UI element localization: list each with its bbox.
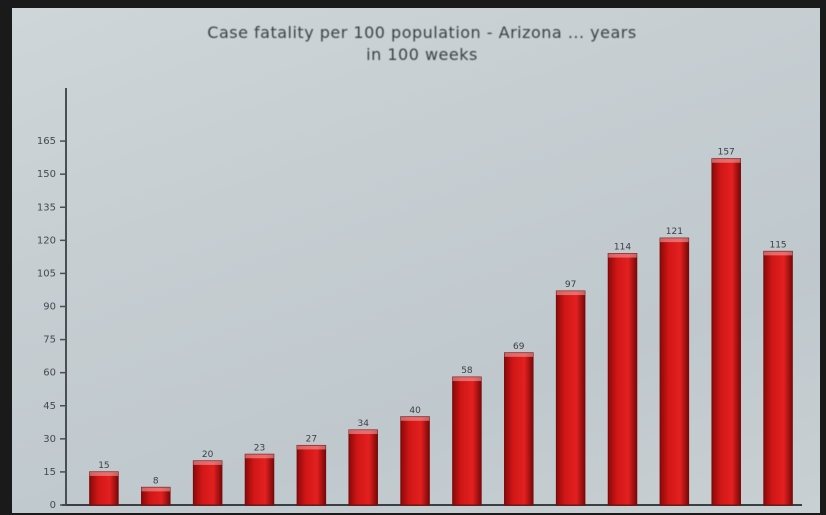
value-label: 8 [153, 476, 159, 486]
bar-cap-8 [452, 377, 482, 382]
bar-1 [89, 471, 119, 506]
bar-cap-5 [297, 445, 326, 450]
y-tick-label: 60 [43, 368, 56, 379]
value-label: 40 [409, 406, 421, 416]
bar-9 [504, 352, 534, 506]
value-label: 115 [769, 240, 786, 250]
bar-7 [400, 416, 430, 506]
bar-12 [659, 237, 690, 506]
bar-4 [244, 453, 275, 506]
bar-cap-12 [660, 238, 689, 243]
y-tick-label: 15 [43, 467, 56, 478]
bar-cap-14 [763, 251, 793, 256]
value-label: 15 [98, 461, 109, 471]
y-tick-label: 150 [37, 169, 56, 180]
bar-cap-11 [608, 253, 637, 258]
bar-11 [607, 253, 638, 506]
bar-13 [711, 158, 741, 506]
bar-3 [192, 460, 223, 506]
bar-cap-13 [711, 158, 741, 163]
y-tick-label: 90 [43, 302, 56, 313]
bar-cap-4 [245, 454, 274, 459]
bar-chart: 0 15 30 45 60 75 90 105 120 135 150 165 15 8 20 23 27 34 4… [37, 88, 802, 511]
bar-10 [555, 290, 586, 506]
y-tick-label: 135 [37, 202, 56, 213]
chart-board: Case fatality per 100 population - Arizo… [12, 8, 820, 513]
chart-title: Case fatality per 100 population - Arizo… [42, 22, 802, 66]
y-tick-label: 165 [37, 136, 56, 147]
value-label: 114 [614, 243, 631, 253]
value-label: 58 [461, 366, 473, 376]
bar-5 [296, 444, 327, 506]
bar-cap-3 [193, 460, 222, 465]
chart-title-line-2: in 100 weeks [366, 45, 478, 64]
value-label: 97 [565, 280, 576, 290]
chart-title-line-1: Case fatality per 100 population - Arizo… [207, 23, 637, 42]
y-tick-label: 105 [37, 268, 56, 279]
value-label: 23 [254, 443, 265, 453]
value-label: 157 [718, 148, 735, 158]
value-label: 34 [357, 419, 369, 429]
bar-14 [763, 250, 793, 506]
y-tick-label: 30 [43, 434, 56, 445]
value-label: 27 [306, 434, 317, 444]
value-label: 69 [513, 342, 525, 352]
y-tick-label: 45 [43, 401, 56, 412]
bar-cap-1 [89, 471, 119, 476]
y-tick-label: 120 [37, 235, 56, 246]
bar-cap-6 [348, 430, 378, 435]
bar-cap-7 [400, 416, 430, 421]
value-label: 20 [202, 450, 214, 460]
y-tick-label: 0 [50, 500, 56, 511]
bar-8 [452, 376, 482, 506]
y-tick-label: 75 [43, 335, 56, 346]
bar-cap-2 [141, 487, 171, 492]
bar-cap-10 [556, 291, 585, 296]
bar-cap-9 [504, 352, 534, 357]
value-label: 121 [666, 227, 683, 237]
bar-6 [348, 429, 378, 506]
